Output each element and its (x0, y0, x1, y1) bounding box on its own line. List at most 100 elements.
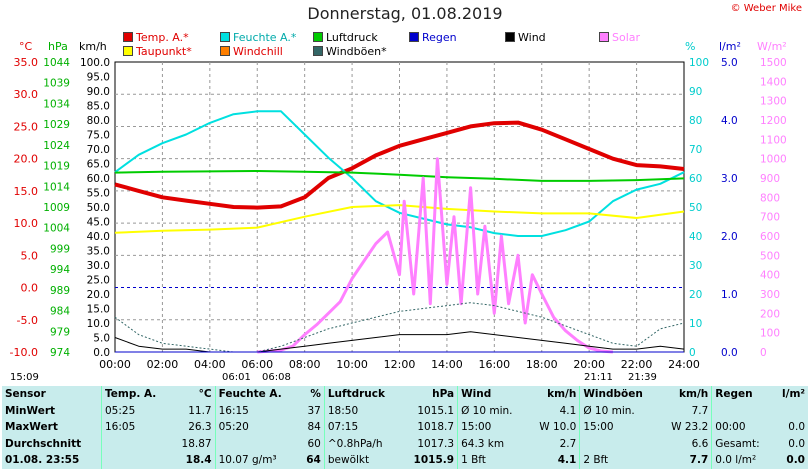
x-tick-label: 24:00 (668, 358, 700, 371)
time-label: 15:09 (10, 372, 39, 383)
temp-tick-label: 5.0 (21, 249, 39, 262)
x-tick-label: 14:00 (431, 358, 463, 371)
stats-cell: 1015.1 (417, 404, 455, 417)
legend-swatch (505, 32, 515, 42)
press-tick-label: 1019 (43, 161, 70, 173)
stats-cell: 0.0 (788, 421, 805, 434)
wind-tick-label: 20.0 (87, 289, 110, 301)
series-line (114, 170, 685, 182)
x-tick-label: 06:00 (241, 358, 273, 371)
x-tick-label: 08:00 (289, 358, 321, 371)
rain-tick-label: 5.0 (721, 57, 738, 69)
legend-swatch (599, 32, 609, 42)
stats-row: Durchschnitt 18.87 60 ^0.8hPa/h 1017.3 64.3 k… (2, 435, 808, 452)
solar-tick-label: 1400 (760, 76, 787, 88)
wind-tick-label: 85.0 (87, 101, 110, 113)
x-tick-label: 10:00 (336, 358, 368, 371)
stats-cell (711, 402, 774, 419)
solar-tick-label: 1300 (760, 96, 787, 108)
legend-swatch (409, 32, 419, 42)
series-line (114, 204, 685, 234)
wind-tick-label: 15.0 (87, 304, 110, 316)
wind-tick-label: 30.0 (87, 260, 110, 272)
stats-cell: Gesamt: (711, 435, 774, 452)
solar-tick-label: 500 (760, 250, 780, 262)
legend-swatch (313, 46, 323, 56)
stats-row: 01.08. 23:55 18.4 10.07 g/m³ 64 bewölkt 1015.… (2, 452, 808, 469)
x-tick-label: 00:00 (99, 358, 131, 371)
legend-item: Regen (409, 31, 457, 44)
stats-cell (100, 435, 172, 452)
wind-tick-label: 65.0 (87, 159, 110, 171)
stats-cell: 10.07 g/m³ (214, 452, 299, 469)
wind-tick-label: 0.0 (93, 347, 110, 359)
legend-swatch (220, 46, 230, 56)
x-tick-label: 16:00 (478, 358, 510, 371)
temp-tick-label: 20.0 (14, 153, 39, 166)
stats-cell: W 23.2 (671, 421, 709, 434)
press-tick-label: 1014 (43, 181, 70, 193)
stats-cell: 84 (307, 421, 321, 434)
stats-cell: Ø 10 min. (457, 402, 528, 419)
legend-swatch (123, 46, 133, 56)
solar-tick-label: 400 (760, 270, 780, 282)
hum-tick-label: 30 (689, 260, 702, 272)
rain-tick-label: 1.0 (721, 289, 738, 301)
stats-cell: 2 Bft (579, 452, 660, 469)
stats-cell (100, 452, 172, 469)
solar-tick-label: 200 (760, 308, 780, 320)
hum-tick-label: 10 (689, 318, 702, 330)
wind-tick-label: 60.0 (87, 173, 110, 185)
sunset-end-label: 21:39 (628, 372, 657, 383)
stats-cell: 7.7 (691, 404, 709, 417)
solar-tick-label: 1100 (760, 134, 787, 146)
legend-swatch (313, 32, 323, 42)
temp-tick-label: -10.0 (10, 346, 38, 359)
solar-tick-label: 1200 (760, 115, 787, 127)
wind-unit-label: km/h (79, 40, 107, 53)
x-tick-label: 18:00 (526, 358, 558, 371)
stats-cell: Windböen (579, 386, 660, 403)
x-tick-label: 12:00 (384, 358, 416, 371)
hum-tick-label: 50 (689, 202, 702, 214)
stats-cell: MinWert (5, 404, 56, 417)
stats-cell: 00:00 (711, 419, 774, 436)
legend-label: Luftdruck (326, 31, 378, 44)
temp-tick-label: 10.0 (14, 217, 39, 230)
temp-tick-label: -5.0 (17, 314, 38, 327)
stats-cell: 64.3 km (457, 435, 528, 452)
series-line (114, 120, 685, 210)
stats-cell: 1017.3 (417, 437, 455, 450)
press-tick-label: 989 (50, 285, 70, 297)
temp-tick-label: 25.0 (14, 120, 39, 133)
solar-tick-label: 600 (760, 231, 780, 243)
wind-tick-label: 70.0 (87, 144, 110, 156)
stats-cell: 01.08. 23:55 (5, 454, 80, 467)
solar-tick-label: 900 (760, 173, 780, 185)
wind-tick-label: 25.0 (87, 275, 110, 287)
sunrise-time-label: 06:01 (222, 372, 251, 383)
solar-tick-label: 100 (760, 328, 780, 340)
press-tick-label: 1004 (43, 223, 70, 235)
hum-tick-label: 40 (689, 231, 702, 243)
stats-cell: bewölkt (323, 452, 401, 469)
stats-cell: MaxWert (5, 421, 58, 434)
stats-cell: 7.7 (689, 454, 709, 467)
temp-unit-label: °C (19, 40, 33, 53)
hum-unit-label: % (685, 40, 696, 53)
legend-item: Temp. A.* (123, 31, 189, 44)
hum-tick-label: 70 (689, 144, 702, 156)
temp-tick-label: 30.0 (14, 88, 39, 101)
stats-cell: 1018.7 (417, 421, 455, 434)
legend-label: Wind (518, 31, 546, 44)
stats-cell: 18.4 (185, 454, 212, 467)
stats-cell: W 10.0 (539, 421, 577, 434)
hum-tick-label: 90 (689, 86, 702, 98)
wind-tick-label: 40.0 (87, 231, 110, 243)
press-tick-label: 974 (50, 347, 70, 359)
series-line (257, 157, 614, 354)
legend-label: Taupunkt* (136, 45, 192, 58)
temp-tick-label: 35.0 (14, 56, 39, 69)
stats-cell: 18.87 (181, 437, 212, 450)
press-tick-label: 1029 (43, 119, 70, 131)
